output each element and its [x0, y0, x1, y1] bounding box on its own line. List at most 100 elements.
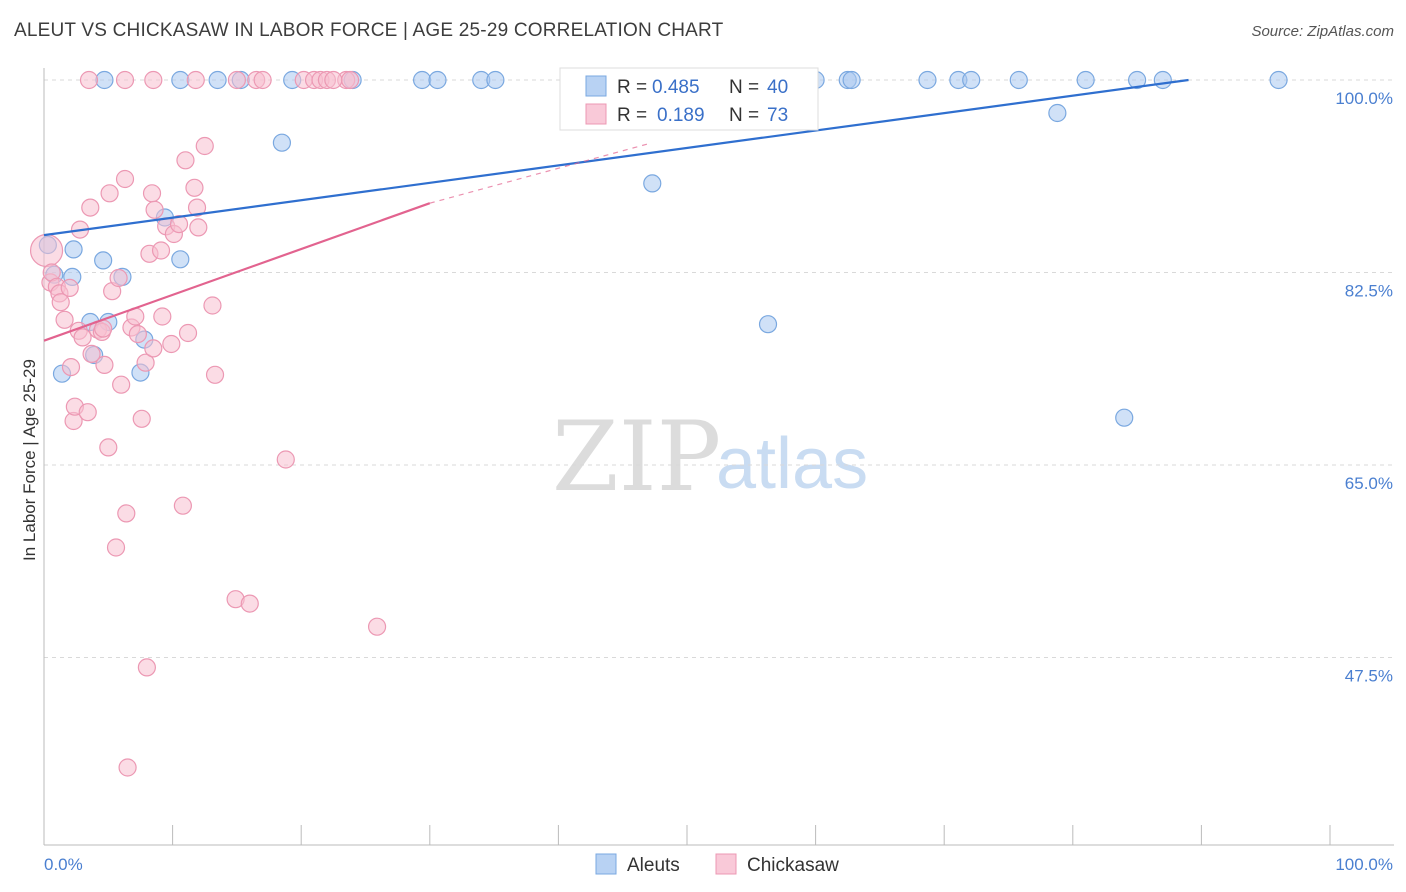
series-chickasaw [29, 70, 387, 777]
chart-title: ALEUT VS CHICKASAW IN LABOR FORCE | AGE … [14, 20, 724, 41]
correlation-legend: R = 0.485 N = 40 R = 0.189 N = 73 [559, 67, 819, 131]
chickasaw-point-18 [95, 355, 114, 374]
aleuts-point-22 [428, 70, 447, 90]
chickasaw-point-25 [115, 169, 135, 189]
chickasaw-point-7 [61, 358, 81, 377]
aleuts-point-39 [1048, 103, 1067, 123]
chickasaw-point-0 [29, 233, 64, 268]
aleuts-point-16 [171, 70, 190, 90]
chickasaw-point-31 [136, 353, 155, 372]
aleuts-point-21 [412, 70, 432, 90]
chickasaw-point-53 [240, 594, 259, 613]
legend-n-label-aleuts: N = [729, 77, 759, 98]
chickasaw-point-29 [128, 325, 147, 344]
chickasaw-point-37 [151, 241, 171, 260]
chickasaw-point-14 [81, 198, 100, 217]
chickasaw-point-62 [227, 70, 246, 90]
aleuts-point-36 [1269, 70, 1288, 90]
chickasaw-point-6 [60, 278, 79, 297]
chickasaw-point-50 [203, 296, 222, 315]
chickasaw-point-44 [176, 151, 195, 170]
series-legend: Aleuts Chickasaw [595, 853, 839, 876]
legend-n-value-aleuts: 40 [767, 77, 788, 98]
chickasaw-point-58 [79, 70, 99, 90]
x-tick-label-0: 0.0% [44, 855, 83, 874]
chickasaw-point-30 [132, 409, 151, 428]
aleuts-point-24 [486, 70, 505, 90]
x-tick-label-1: 100.0% [1335, 855, 1393, 874]
chickasaw-point-23 [109, 268, 128, 288]
y-tick-label-3: 47.5% [1345, 667, 1393, 686]
chickasaw-point-57 [367, 617, 387, 636]
chickasaw-point-48 [189, 218, 208, 237]
chickasaw-point-42 [169, 215, 189, 234]
chickasaw-point-47 [187, 198, 207, 217]
chickasaw-trend-extension [429, 143, 649, 204]
y-axis-label: In Labor Force | Age 25-29 [20, 359, 39, 561]
chickasaw-point-43 [173, 496, 192, 515]
aleuts-point-4 [94, 251, 113, 270]
chickasaw-point-70 [118, 758, 137, 777]
chickasaw-point-34 [142, 184, 162, 203]
chickasaw-point-64 [253, 70, 272, 90]
bottom-legend-label-aleuts: Aleuts [627, 855, 680, 876]
aleuts-point-15 [95, 70, 114, 90]
aleuts-point-34 [1127, 70, 1147, 90]
legend-r-value-aleuts: 0.485 [652, 77, 700, 98]
chickasaw-point-36 [145, 200, 164, 219]
chickasaw-point-12 [73, 328, 92, 347]
chickasaw-point-45 [178, 323, 198, 343]
aleuts-point-29 [918, 70, 937, 90]
legend-swatch-aleuts [585, 75, 607, 97]
watermark-atlas: atlas [716, 424, 868, 504]
aleuts-point-17 [208, 70, 227, 90]
bottom-legend-swatch-chickasaw [715, 853, 737, 875]
aleuts-point-31 [962, 70, 981, 90]
chickasaw-point-56 [340, 70, 360, 90]
chickasaw-point-22 [106, 538, 126, 557]
bottom-legend-label-chickasaw: Chickasaw [747, 855, 839, 876]
y-tick-label-2: 65.0% [1345, 474, 1393, 493]
aleuts-point-3 [64, 240, 83, 259]
chickasaw-point-40 [162, 334, 181, 354]
aleuts-point-13 [171, 250, 190, 269]
chickasaw-point-71 [51, 293, 70, 312]
chickasaw-point-20 [100, 184, 119, 203]
trend-lines [43, 78, 1189, 342]
legend-r-value-chickasaw: 0.189 [657, 105, 705, 126]
legend-n-value-chickasaw: 73 [767, 105, 788, 126]
chickasaw-trend-line [43, 202, 431, 342]
chickasaw-point-24 [112, 375, 131, 394]
chickasaw-point-51 [205, 365, 225, 384]
chickasaw-point-32 [137, 658, 156, 677]
legend-r-label-chickasaw: R = [617, 105, 647, 126]
aleuts-point-14 [272, 133, 292, 152]
chickasaw-point-26 [117, 504, 136, 523]
chickasaw-point-35 [144, 339, 163, 358]
aleuts-point-32 [1009, 70, 1028, 90]
x-tick-labels: 0.0% 100.0% [44, 855, 1393, 874]
chickasaw-point-19 [99, 438, 118, 457]
chickasaw-point-5 [55, 310, 74, 329]
aleuts-point-40 [1115, 408, 1134, 427]
chickasaw-point-13 [78, 403, 97, 422]
y-tick-label-1: 82.5% [1345, 282, 1393, 301]
chickasaw-point-60 [144, 70, 163, 90]
legend-swatch-chickasaw [585, 103, 607, 125]
y-tick-label-0: 100.0% [1335, 89, 1393, 108]
watermark-zip: ZIP [552, 401, 721, 513]
legend-n-label-chickasaw: N = [729, 105, 759, 126]
chickasaw-point-49 [195, 136, 214, 156]
axes [43, 68, 1394, 846]
legend-r-label-aleuts: R = [617, 77, 647, 98]
aleuts-point-35 [1153, 70, 1172, 90]
aleuts-point-28 [842, 70, 861, 90]
chickasaw-point-54 [276, 450, 295, 469]
aleuts-point-33 [1076, 70, 1095, 90]
bottom-legend-swatch-aleuts [595, 853, 617, 875]
chickasaw-point-61 [186, 70, 205, 90]
chickasaw-point-59 [115, 70, 135, 90]
aleuts-point-37 [643, 174, 662, 193]
gridlines [44, 79, 1394, 658]
